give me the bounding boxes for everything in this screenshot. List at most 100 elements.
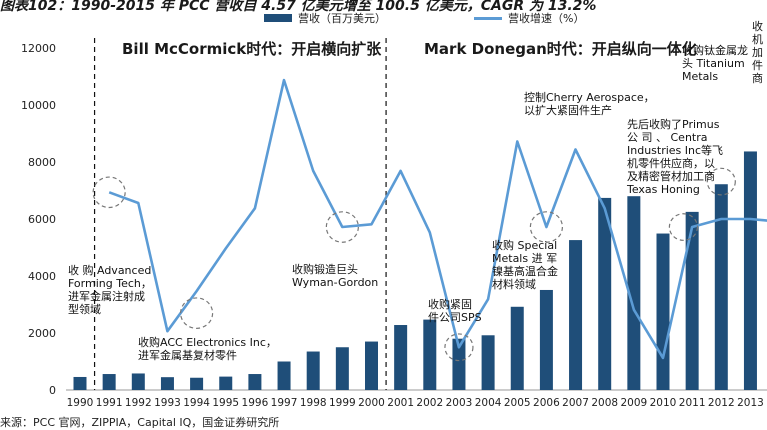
bar-1991: [102, 374, 116, 390]
bar-2001: [394, 325, 408, 390]
annotation-line: 收购紧固: [428, 298, 472, 311]
annotation-special-metals: 收购 Special Metals 进 军镍基高温合金 材料领域: [492, 239, 558, 291]
annotation-line: 以扩大紧固件生产: [524, 104, 612, 117]
bar-1992: [131, 373, 145, 390]
highlight-circle-1991: [92, 176, 126, 209]
y-tick-label: 8000: [28, 156, 56, 169]
annotation-line: 件公司SPS: [428, 311, 482, 324]
era-label-mark: Mark Donegan时代：开启纵向一体化: [424, 40, 697, 58]
x-tick-label: 2005: [504, 397, 531, 409]
x-tick-label: 1992: [125, 397, 152, 409]
bar-2012: [714, 184, 728, 390]
annotation-edge-text: 收机加件商: [752, 20, 763, 85]
annotation-titanium-metals: 收购钛金属龙头 Titanium Metals: [682, 44, 748, 83]
y-tick-label: 4000: [28, 270, 56, 283]
x-tick-label: 1994: [183, 397, 210, 409]
bar-1995: [219, 376, 233, 390]
y-tick-label: 6000: [28, 213, 56, 226]
x-tick-label: 1997: [271, 397, 298, 409]
annotation-line: 头 Titanium: [682, 57, 745, 70]
growth-line: [108, 78, 767, 360]
x-tick-label: 1990: [67, 397, 94, 409]
annotation-line: Metals 进 军: [492, 252, 558, 265]
x-tick-label: 2007: [562, 397, 589, 409]
highlight-circle-2006: [529, 211, 564, 243]
bar-1993: [160, 377, 174, 390]
x-tick-label: 2000: [358, 397, 385, 409]
annotation-line: 收购ACC Electronics Inc，: [138, 336, 277, 349]
bar-2005: [510, 306, 524, 390]
x-tick-label: 1995: [212, 397, 239, 409]
bar-2008: [598, 197, 612, 390]
x-tick-label: 1991: [96, 397, 123, 409]
x-tick-label: 1999: [329, 397, 356, 409]
x-tick-label: 2004: [475, 397, 502, 409]
x-tick-label: 2008: [591, 397, 618, 409]
annotation-line: 公 司 、 Centra: [627, 131, 708, 144]
annotation-wyman-gordon: 收购锻造巨头 Wyman-Gordon: [292, 263, 378, 289]
bar-2006: [539, 289, 553, 390]
x-tick-label: 2013: [737, 397, 764, 409]
annotation-line: Metals: [682, 70, 719, 83]
x-tick-label: 2012: [708, 397, 735, 409]
annotation-acc-electronics: 收购ACC Electronics Inc， 进军金属基复材零件: [138, 336, 277, 362]
bar-2004: [481, 335, 495, 390]
annotation-line: 先后收购了Primus: [627, 118, 720, 131]
legend-label-growth: 营收增速（%）: [508, 12, 585, 25]
y-tick-label: 0: [49, 384, 56, 397]
chart-title: 图表102：1990-2015 年 PCC 营收自 4.57 亿美元增至 100…: [0, 0, 597, 14]
annotation-line: 收: [752, 20, 763, 33]
bar-2007: [569, 240, 583, 390]
bar-1997: [277, 361, 291, 390]
x-tick-label: 2003: [446, 397, 473, 409]
x-tick-label: 1998: [300, 397, 327, 409]
x-tick-label: 2006: [533, 397, 560, 409]
legend-item-revenue: 营收（百万美元）: [264, 10, 386, 26]
highlight-circle-1999: [325, 211, 359, 243]
bar-1994: [190, 377, 204, 390]
annotation-line: 材料领域: [492, 278, 536, 291]
x-tick-label: 2009: [620, 397, 647, 409]
bar-2011: [685, 211, 699, 390]
y-tick-label: 2000: [28, 327, 56, 340]
annotation-primus: 先后收购了Primus 公 司 、 Centra Industries Inc等飞机…: [627, 118, 723, 196]
x-tick-label: 2001: [387, 397, 414, 409]
annotation-advanced-forming: 收 购 Advanced Forming Tech， 进军金属注射成 型领域: [68, 264, 152, 316]
annotation-line: 镍基高温合金: [492, 265, 558, 278]
y-tick-label: 12000: [21, 42, 56, 55]
annotation-line: 控制Cherry Aerospace，: [524, 91, 655, 104]
annotation-line: 加: [752, 46, 763, 59]
annotation-line: 机零件供应商，以: [627, 157, 715, 170]
annotation-line: 收购钛金属龙: [682, 44, 748, 57]
annotation-line: Wyman-Gordon: [292, 276, 379, 289]
highlight-circle-2011a: [668, 213, 699, 241]
x-tick-label: 2010: [650, 397, 677, 409]
source-note: 来源：PCC 官网，ZIPPIA，Capital IQ，国金证券研究所: [0, 416, 280, 429]
annotation-line: Texas Honing: [627, 183, 700, 196]
legend-item-growth: 营收增速（%）: [474, 10, 584, 26]
legend-swatch-growth: [474, 16, 502, 20]
annotation-line: 进军金属注射成: [68, 290, 145, 303]
annotation-line: 收 购 Advanced: [68, 264, 152, 277]
bar-2003: [452, 338, 466, 390]
bar-2000: [365, 341, 378, 390]
legend-swatch-revenue: [264, 14, 292, 22]
x-tick-label: 1993: [154, 397, 181, 409]
x-tick-label: 2002: [416, 397, 443, 409]
annotation-cherry-aerospace: 控制Cherry Aerospace， 以扩大紧固件生产: [524, 91, 655, 117]
x-tick-label: 1996: [242, 397, 269, 409]
bar-1990: [73, 376, 87, 390]
annotation-line: 进军金属基复材零件: [138, 349, 237, 362]
annotation-line: 件: [752, 59, 763, 72]
annotation-line: 商: [752, 72, 763, 85]
annotation-line: 收购锻造巨头: [292, 263, 358, 276]
annotation-sps: 收购紧固 件公司SPS: [428, 298, 482, 324]
y-tick-label: 10000: [21, 99, 56, 112]
annotation-line: 收购 Special: [492, 239, 558, 252]
bar-1999: [335, 347, 349, 390]
annotation-line: Forming Tech，: [68, 277, 152, 290]
legend-label-revenue: 营收（百万美元）: [298, 12, 386, 25]
annotation-line: Industries Inc等飞: [627, 144, 724, 157]
highlight-circle-2003: [444, 333, 474, 362]
